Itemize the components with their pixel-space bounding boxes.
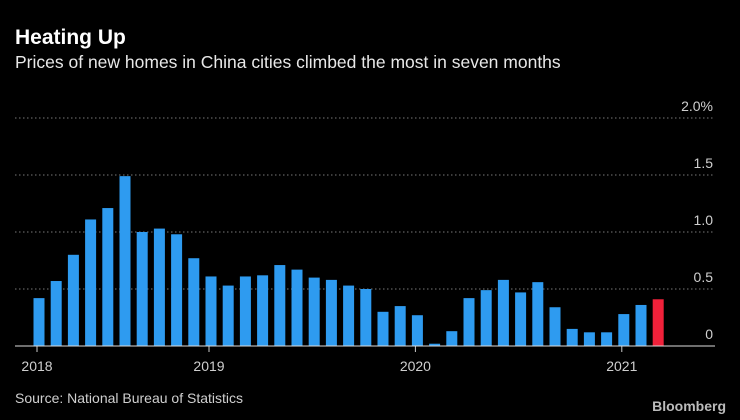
bar <box>411 315 423 346</box>
bar <box>222 285 234 346</box>
bar <box>377 311 389 346</box>
bar <box>635 304 647 346</box>
source: Source: National Bureau of Statistics <box>15 390 243 406</box>
x-tick-label: 2020 <box>400 358 431 374</box>
y-tick-label: 0.5 <box>694 269 714 285</box>
y-tick-label: 2.0% <box>681 98 713 114</box>
bar <box>532 282 544 346</box>
bar <box>153 228 165 346</box>
bar <box>205 276 217 346</box>
bar <box>394 306 406 346</box>
bar <box>239 276 251 346</box>
bar <box>652 299 664 346</box>
x-tick-label: 2019 <box>193 358 224 374</box>
y-tick-label: 1.0 <box>694 212 714 228</box>
bar <box>343 285 355 346</box>
bar <box>119 176 131 346</box>
bar <box>136 232 148 346</box>
x-tick-label: 2018 <box>21 358 52 374</box>
bar <box>188 258 200 346</box>
bar <box>33 298 45 346</box>
y-tick-label: 0 <box>705 326 713 342</box>
bar <box>618 314 630 346</box>
bar <box>274 265 286 346</box>
bar <box>50 281 62 346</box>
bar <box>67 254 79 346</box>
x-tick-label: 2021 <box>606 358 637 374</box>
bar <box>102 208 114 346</box>
bar <box>291 269 303 346</box>
chart-subtitle: Prices of new homes in China cities clim… <box>15 52 561 72</box>
bar <box>601 332 613 346</box>
bar <box>446 331 458 346</box>
bar <box>480 290 492 346</box>
bar <box>515 292 527 346</box>
chart-title: Heating Up <box>15 26 126 49</box>
bar <box>360 289 372 346</box>
bar <box>497 279 509 346</box>
bar <box>325 279 337 346</box>
bar <box>171 234 183 346</box>
bar <box>308 277 320 346</box>
bar <box>85 219 97 346</box>
y-tick-label: 1.5 <box>694 155 714 171</box>
bar <box>566 328 578 346</box>
bar <box>429 343 441 346</box>
bar <box>549 307 561 346</box>
bar <box>257 275 269 346</box>
bar <box>463 298 475 346</box>
brand: Bloomberg <box>652 398 726 414</box>
bar <box>583 332 595 346</box>
